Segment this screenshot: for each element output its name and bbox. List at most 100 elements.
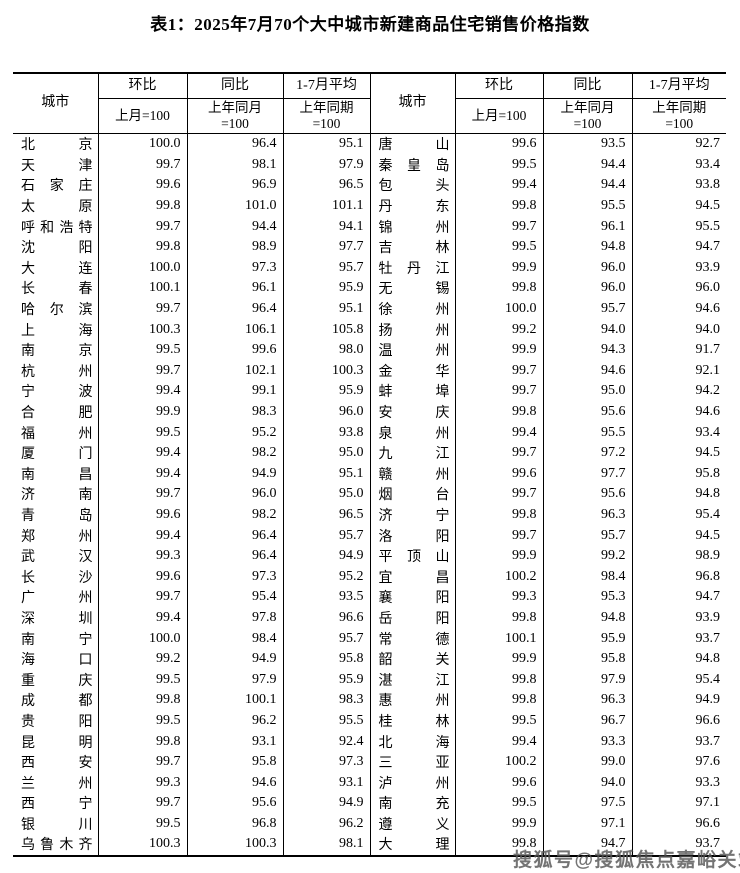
mom-value-right: 99.4 xyxy=(455,731,544,752)
yoy-value-right: 97.7 xyxy=(543,463,633,485)
avg-value-right: 94.7 xyxy=(695,589,721,605)
table-row: 西宁 99.7 95.6 94.9 南充 99.5 97.5 97.1 xyxy=(13,793,726,814)
yoy-value-right: 94.3 xyxy=(543,339,633,361)
mom-value-left: 99.7 xyxy=(98,298,188,320)
avg-value-left: 95.9 xyxy=(283,381,371,402)
subheader-avg-right: 上年同期 =100 xyxy=(632,98,726,134)
mom-value-right: 99.7 xyxy=(455,484,544,505)
subheader-mom-right: 上月=100 xyxy=(455,98,544,134)
table-row: 太原 99.8 101.0 101.1 丹东 99.8 95.5 94.5 xyxy=(13,195,726,217)
header-avg-left: 1-7月平均 xyxy=(283,73,371,99)
city-name: 西宁 xyxy=(21,797,93,813)
city-cell-left: 武汉 xyxy=(13,545,99,567)
city-cell-right: 赣州 xyxy=(370,463,456,485)
avg-value-left: 95.1 xyxy=(283,463,371,485)
city-cell-right: 蚌埠 xyxy=(370,381,456,402)
mom-value-right: 99.9 xyxy=(455,545,544,567)
city-name: 扬州 xyxy=(378,323,450,339)
avg-value-left: 93.1 xyxy=(283,772,371,793)
mom-value-left: 99.4 xyxy=(98,381,188,402)
table-row: 长春 100.1 96.1 95.9 无锡 99.8 96.0 96.0 xyxy=(13,278,726,299)
mom-value-left: 99.4 xyxy=(98,607,188,629)
city-cell-left: 杭州 xyxy=(13,360,99,382)
city-cell-right: 秦皇岛 xyxy=(370,154,456,176)
city-name: 三亚 xyxy=(378,756,450,772)
city-cell-left: 西安 xyxy=(13,751,99,773)
city-name: 沈阳 xyxy=(21,241,93,257)
mom-value-left: 99.4 xyxy=(98,463,188,485)
avg-value-right: 94.0 xyxy=(695,321,721,337)
yoy-value-right: 94.4 xyxy=(543,175,633,196)
avg-value-left: 94.9 xyxy=(283,793,371,814)
avg-value-left: 95.9 xyxy=(283,669,371,691)
city-name: 蚌埠 xyxy=(378,385,450,401)
avg-value-left: 97.7 xyxy=(283,236,371,258)
subheader-avg-left: 上年同期 =100 xyxy=(283,98,371,134)
city-cell-left: 厦门 xyxy=(13,442,99,464)
city-name: 哈尔滨 xyxy=(21,303,93,319)
city-name: 安庆 xyxy=(378,406,450,422)
city-name: 石家庄 xyxy=(21,179,93,195)
city-cell-left: 郑州 xyxy=(13,525,99,546)
city-name: 北京 xyxy=(21,138,93,154)
table-row: 厦门 99.4 98.2 95.0 九江 99.7 97.2 94.5 xyxy=(13,442,726,464)
mom-value-left: 99.5 xyxy=(98,710,188,732)
avg-value-left: 93.8 xyxy=(283,422,371,443)
mom-value-right: 99.8 xyxy=(455,607,544,629)
yoy-value-right: 95.7 xyxy=(543,525,633,546)
avg-value-left: 95.0 xyxy=(283,484,371,505)
city-name: 包头 xyxy=(378,179,450,195)
yoy-value-right: 94.4 xyxy=(543,154,633,176)
avg-value-right: 94.6 xyxy=(695,404,721,420)
city-name: 九江 xyxy=(378,447,450,463)
city-cell-right: 吉林 xyxy=(370,236,456,258)
yoy-value-left: 98.4 xyxy=(187,628,284,649)
city-cell-right: 韶关 xyxy=(370,648,456,670)
sohu-watermark: 搜狐号@搜狐焦点嘉峪关站 xyxy=(513,850,740,871)
city-cell-left: 北京 xyxy=(13,133,99,155)
city-name: 南充 xyxy=(378,797,450,813)
table-row: 南京 99.5 99.6 98.0 温州 99.9 94.3 91.7 xyxy=(13,339,726,361)
city-cell-right: 锦州 xyxy=(370,216,456,237)
yoy-value-right: 94.6 xyxy=(543,360,633,382)
avg-value-left: 95.7 xyxy=(283,628,371,649)
avg-value-right: 93.3 xyxy=(695,774,721,790)
city-cell-right: 牡丹江 xyxy=(370,257,456,279)
yoy-value-right: 99.2 xyxy=(543,545,633,567)
avg-value-left: 96.0 xyxy=(283,401,371,423)
city-cell-left: 呼和浩特 xyxy=(13,216,99,237)
city-name: 徐州 xyxy=(378,303,450,319)
city-cell-left: 哈尔滨 xyxy=(13,298,99,320)
city-cell-left: 大连 xyxy=(13,257,99,279)
avg-value-left: 97.3 xyxy=(283,751,371,773)
city-cell-left: 深圳 xyxy=(13,607,99,629)
table-row: 大连 100.0 97.3 95.7 牡丹江 99.9 96.0 93.9 xyxy=(13,257,726,279)
mom-value-right: 99.7 xyxy=(455,360,544,382)
city-cell-left: 重庆 xyxy=(13,669,99,691)
avg-value-right: 96.0 xyxy=(695,280,721,296)
avg-value-right: 94.5 xyxy=(695,198,721,214)
mom-value-left: 99.8 xyxy=(98,690,188,711)
city-cell-left: 兰州 xyxy=(13,772,99,793)
mom-value-right: 99.7 xyxy=(455,381,544,402)
yoy-value-left: 95.6 xyxy=(187,793,284,814)
city-name: 呼和浩特 xyxy=(21,220,93,236)
yoy-value-right: 99.0 xyxy=(543,751,633,773)
city-name: 海口 xyxy=(21,653,93,669)
mom-value-left: 99.6 xyxy=(98,504,188,526)
city-name: 太原 xyxy=(21,200,93,216)
avg-value-left: 95.8 xyxy=(283,648,371,670)
mom-value-left: 100.0 xyxy=(98,628,188,649)
city-cell-left: 长春 xyxy=(13,278,99,299)
yoy-value-right: 97.5 xyxy=(543,793,633,814)
city-name: 贵阳 xyxy=(21,714,93,730)
yoy-value-left: 98.3 xyxy=(187,401,284,423)
mom-value-right: 99.5 xyxy=(455,710,544,732)
yoy-value-right: 96.0 xyxy=(543,278,633,299)
mom-value-left: 99.5 xyxy=(98,813,188,835)
avg-value-right: 92.1 xyxy=(695,362,721,378)
mom-value-left: 99.9 xyxy=(98,401,188,423)
city-name: 成都 xyxy=(21,694,93,710)
city-cell-right: 宜昌 xyxy=(370,566,456,588)
yoy-value-right: 95.6 xyxy=(543,484,633,505)
